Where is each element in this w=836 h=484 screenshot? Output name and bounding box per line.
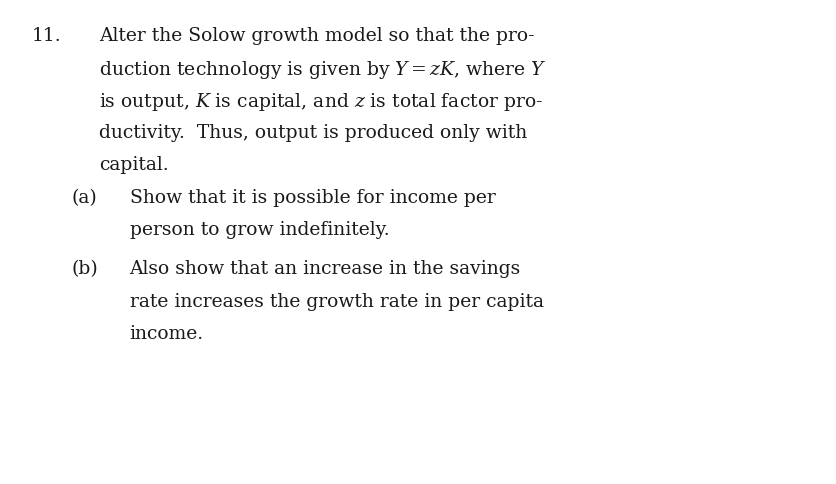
Text: duction technology is given by $Y = zK$, where $Y$: duction technology is given by $Y = zK$,…: [99, 59, 547, 81]
Text: is output, $K$ is capital, and $z$ is total factor pro-: is output, $K$ is capital, and $z$ is to…: [99, 91, 543, 113]
Text: (a): (a): [72, 189, 98, 207]
Text: person to grow indefinitely.: person to grow indefinitely.: [130, 221, 390, 239]
Text: capital.: capital.: [99, 156, 168, 174]
Text: ductivity.  Thus, output is produced only with: ductivity. Thus, output is produced only…: [99, 124, 527, 142]
Text: rate increases the growth rate in per capita: rate increases the growth rate in per ca…: [130, 293, 543, 311]
Text: 11.: 11.: [32, 27, 61, 45]
Text: Alter the Solow growth model so that the pro-: Alter the Solow growth model so that the…: [99, 27, 534, 45]
Text: Show that it is possible for income per: Show that it is possible for income per: [130, 189, 495, 207]
Text: Also show that an increase in the savings: Also show that an increase in the saving…: [130, 260, 521, 278]
Text: income.: income.: [130, 325, 204, 343]
Text: (b): (b): [72, 260, 99, 278]
